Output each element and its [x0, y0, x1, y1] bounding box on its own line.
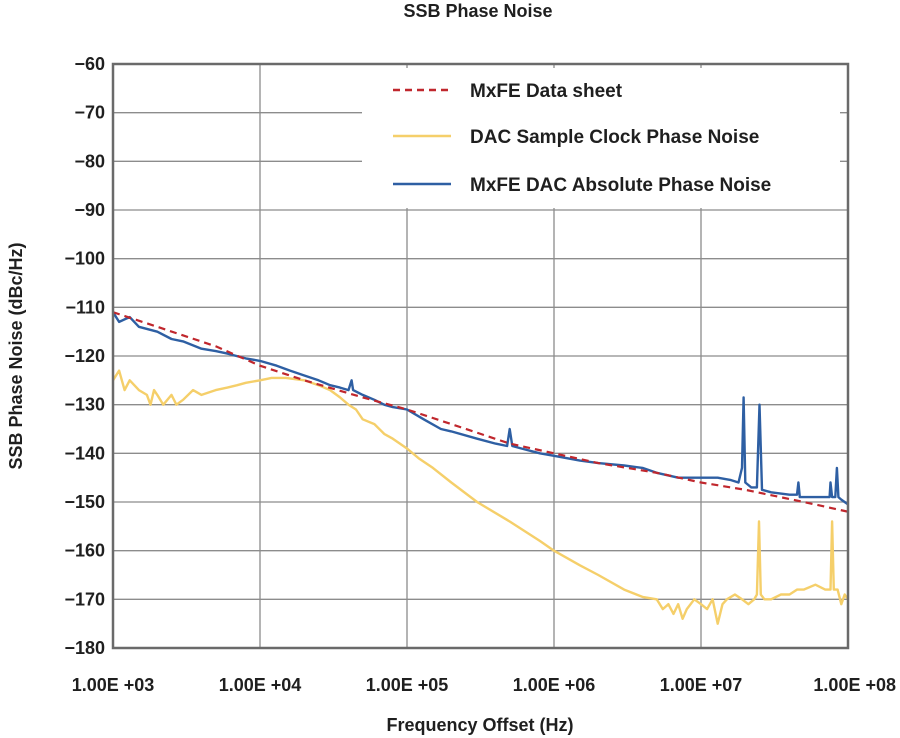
y-tick-label: −120: [64, 346, 105, 366]
legend-label-2: MxFE DAC Absolute Phase Noise: [470, 175, 771, 196]
x-tick-label: 1.00E +08: [813, 675, 896, 695]
y-tick-label: −180: [64, 638, 105, 658]
y-tick-label: −110: [65, 297, 105, 317]
y-tick-label: −90: [74, 200, 105, 220]
y-tick-label: −160: [64, 541, 105, 561]
legend-label-1: DAC Sample Clock Phase Noise: [470, 127, 759, 148]
x-tick-labels: 1.00E +03 1.00E +04 1.00E +05 1.00E +06 1.00…: [72, 675, 896, 695]
legend: MxFE Data sheet DAC Sample Clock Phase No…: [362, 68, 840, 208]
series-line-0: [112, 311, 849, 513]
y-tick-label: −60: [74, 54, 105, 74]
x-tick-label: 1.00E +04: [219, 675, 302, 695]
x-tick-label: 1.00E +07: [660, 675, 743, 695]
plot-frame: [111, 62, 850, 650]
y-tick-labels: −60 −70 −80 −90 −100 −110 −120 −130 −140 −150 −160…: [64, 54, 105, 658]
x-tick-label: 1.00E +06: [513, 675, 596, 695]
y-axis-label: SSB Phase Noise (dBc/Hz): [6, 242, 26, 469]
chart-title: SSB Phase Noise: [403, 1, 552, 21]
series-line-1: [111, 369, 849, 625]
y-tick-label: −140: [64, 443, 105, 463]
y-tick-label: −150: [64, 492, 105, 512]
legend-label-0: MxFE Data sheet: [470, 81, 623, 102]
y-tick-label: −70: [74, 103, 105, 123]
series-line-2: [111, 311, 849, 506]
y-tick-label: −130: [64, 395, 105, 415]
series-layer: [111, 311, 849, 625]
y-tick-label: −100: [64, 249, 105, 269]
y-tick-label: −80: [74, 151, 105, 171]
x-axis-label: Frequency Offset (Hz): [386, 715, 573, 735]
x-tick-label: 1.00E +03: [72, 675, 155, 695]
x-tick-label: 1.00E +05: [366, 675, 449, 695]
y-tick-label: −170: [64, 589, 105, 609]
